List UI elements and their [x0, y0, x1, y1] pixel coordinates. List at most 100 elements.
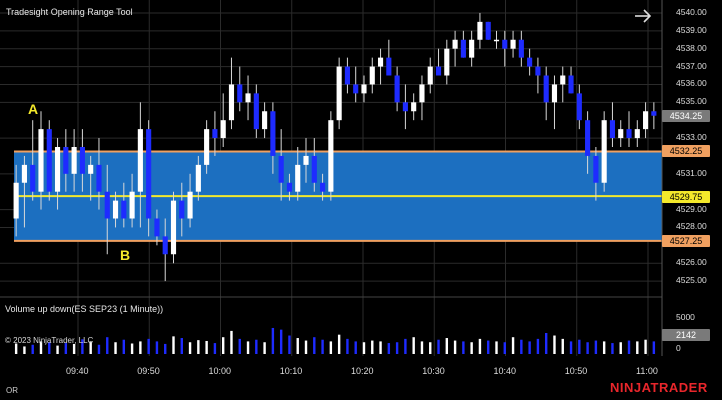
candle-body	[593, 155, 599, 183]
volume-bar	[503, 342, 506, 354]
candle-body	[320, 182, 326, 192]
candle-body	[278, 155, 284, 183]
copyright-text: © 2023 NinjaTrader, LLC	[5, 336, 94, 345]
volume-bar	[31, 344, 34, 354]
volume-bar	[114, 342, 117, 354]
volume-bar	[172, 336, 175, 354]
candle-body	[137, 129, 143, 192]
volume-bar	[238, 338, 241, 354]
volume-series	[14, 327, 656, 354]
volume-bar	[221, 337, 225, 354]
volume-bar	[544, 333, 548, 354]
volume-bar	[553, 335, 556, 354]
time-tick-label: 10:10	[279, 366, 303, 376]
volume-bar	[487, 340, 490, 354]
volume-bar	[387, 343, 391, 354]
candle-body	[204, 129, 210, 165]
volume-bar	[561, 338, 564, 354]
candle-body	[469, 39, 475, 58]
time-tick-label: 10:30	[422, 366, 445, 376]
volume-bar	[164, 343, 167, 354]
volume-bar	[48, 342, 51, 354]
status-left-text: OR	[6, 386, 18, 395]
volume-bar	[346, 338, 349, 354]
volume-panel-title: Volume up down(ES SEP23 (1 Minute))	[5, 304, 164, 314]
price-tick-label: 4535.00	[676, 96, 707, 107]
candle-body	[535, 66, 541, 76]
candle-body	[493, 39, 500, 42]
candle-body	[195, 164, 201, 192]
candle-body	[88, 164, 94, 174]
volume-bar	[213, 343, 217, 354]
candle-body	[96, 164, 102, 192]
volume-bar	[478, 338, 482, 354]
candle-body	[79, 147, 85, 174]
candle-body	[477, 21, 483, 40]
volume-bar	[437, 339, 440, 354]
time-tick-label: 10:40	[493, 366, 517, 376]
candle-body	[551, 84, 558, 103]
candle-body	[543, 75, 549, 103]
volume-bar	[263, 342, 266, 354]
candle-body	[353, 84, 359, 94]
candle-body	[228, 84, 235, 121]
candle-body	[527, 57, 533, 67]
volume-bar	[586, 342, 589, 354]
volume-bar	[578, 339, 581, 354]
price-tick-label: 4526.00	[676, 257, 707, 268]
candle-body	[179, 200, 185, 219]
volume-bar	[246, 341, 250, 354]
price-tick-label: 4536.00	[676, 78, 707, 89]
volume-bar	[321, 339, 324, 354]
candle-body	[311, 155, 317, 183]
price-tick-label: 4525.00	[676, 275, 707, 286]
volume-bar	[313, 337, 316, 354]
candle-body	[295, 164, 301, 192]
candle-body	[460, 39, 466, 58]
candle-body	[518, 39, 524, 58]
arrow-right-icon[interactable]	[632, 6, 654, 26]
candle-body	[361, 84, 367, 94]
candle-body	[452, 39, 458, 49]
volume-bar	[528, 341, 531, 354]
volume-bar	[511, 337, 515, 354]
candle-body	[154, 218, 160, 237]
candle-body	[21, 164, 27, 183]
price-tick-label: 4538.00	[676, 42, 707, 53]
candle-body	[568, 75, 574, 94]
candle-body	[170, 200, 177, 255]
candle-body	[560, 75, 566, 85]
candle-body	[187, 191, 193, 219]
candle-body	[485, 21, 491, 40]
volume-bar	[429, 342, 432, 354]
last-price-marker: 4534.25	[662, 110, 710, 122]
candle-body	[146, 129, 152, 219]
volume-bar	[72, 343, 76, 354]
volume-bar	[611, 343, 614, 354]
volume-bar	[188, 342, 192, 354]
chart-title: Tradesight Opening Range Tool	[6, 7, 133, 17]
volume-bar	[379, 341, 382, 354]
volume-bar	[594, 340, 598, 354]
candle-body	[618, 129, 624, 139]
volume-bar	[97, 344, 101, 354]
volume-bar	[371, 340, 374, 354]
volume-bar	[420, 341, 424, 354]
candle-body	[121, 200, 127, 219]
annotation-b: B	[120, 247, 131, 263]
candle-body	[245, 93, 251, 103]
volume-bar	[569, 341, 573, 354]
candle-body	[386, 57, 392, 76]
price-tick-label: 4529.00	[676, 203, 707, 214]
candle-body	[220, 120, 226, 139]
volume-bar	[130, 343, 134, 354]
candle-body	[609, 120, 616, 139]
volume-bar	[296, 338, 299, 354]
candle-body	[54, 147, 61, 192]
volume-bar	[602, 341, 606, 354]
volume-bar	[230, 330, 233, 354]
volume-bar	[39, 341, 43, 354]
volume-bar	[288, 335, 291, 354]
volume-bar	[139, 341, 142, 354]
